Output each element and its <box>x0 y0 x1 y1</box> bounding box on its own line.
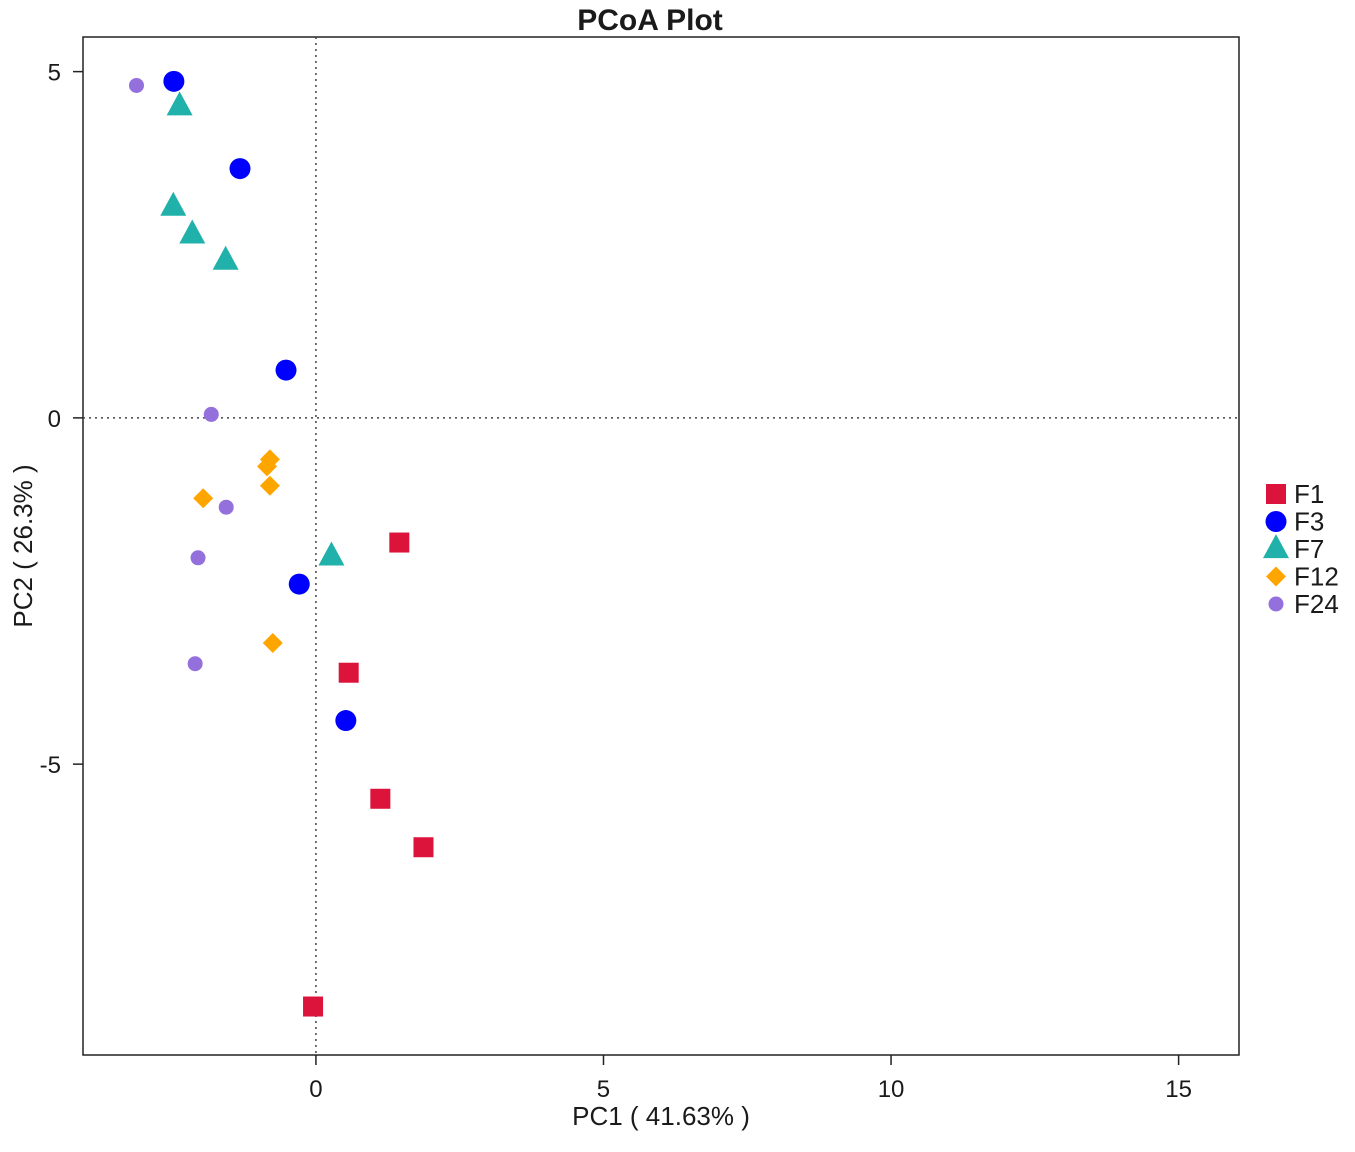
x-axis-title: PC1 ( 41.63% ) <box>572 1101 750 1131</box>
reference-lines <box>83 37 1239 1055</box>
point-f7 <box>179 219 206 244</box>
point-f1 <box>303 996 324 1017</box>
point-f1 <box>389 532 410 553</box>
legend-label: F3 <box>1294 507 1324 537</box>
legend-label: F7 <box>1294 534 1324 564</box>
series-f12 <box>193 449 283 653</box>
legend-label: F12 <box>1294 562 1339 592</box>
legend-item-f7: F7 <box>1263 534 1324 564</box>
point-f3 <box>163 70 185 92</box>
legend-marker-f12 <box>1266 566 1286 587</box>
legend-marker-f7 <box>1263 534 1289 559</box>
point-f7 <box>318 541 345 566</box>
point-f3 <box>275 359 297 381</box>
legend-marker-f3 <box>1265 511 1287 532</box>
chart-title: PCoA Plot <box>577 4 723 37</box>
point-f12 <box>257 456 278 477</box>
point-f1 <box>338 662 359 683</box>
point-f3 <box>335 710 357 732</box>
point-f7 <box>166 91 193 116</box>
point-f7 <box>212 245 239 270</box>
legend-item-f12: F12 <box>1266 562 1339 592</box>
data-points <box>128 70 434 1017</box>
series-f1 <box>303 532 434 1017</box>
x-tick-label: 5 <box>597 1076 610 1103</box>
legend-marker-f1 <box>1266 484 1286 504</box>
legend-marker-f24 <box>1268 596 1284 612</box>
point-f12 <box>193 488 214 509</box>
point-f1 <box>370 788 391 809</box>
point-f24 <box>187 656 203 672</box>
series-f24 <box>128 77 234 672</box>
legend-item-f1: F1 <box>1266 479 1324 509</box>
point-f24 <box>203 406 219 422</box>
x-axis: 0 5 10 15 <box>309 1055 1192 1103</box>
point-f3 <box>229 158 251 180</box>
point-f24 <box>218 499 234 515</box>
point-f24 <box>190 550 206 566</box>
y-tick-label: 5 <box>48 60 61 87</box>
y-axis: 5 0 -5 <box>40 60 83 779</box>
point-f24 <box>128 77 144 93</box>
legend-item-f24: F24 <box>1268 589 1339 619</box>
x-tick-label: 10 <box>878 1076 905 1103</box>
legend-item-f3: F3 <box>1265 507 1324 537</box>
point-f12 <box>262 632 283 653</box>
x-tick-label: 0 <box>309 1076 322 1103</box>
point-f7 <box>160 191 187 216</box>
y-tick-label: 0 <box>48 406 61 433</box>
plot-frame <box>82 36 1240 1056</box>
legend-label: F1 <box>1294 479 1324 509</box>
point-f1 <box>413 837 434 858</box>
point-f3 <box>288 573 310 595</box>
legend-label: F24 <box>1294 589 1339 619</box>
y-tick-label: -5 <box>40 752 61 779</box>
point-f12 <box>259 475 280 496</box>
x-tick-label: 15 <box>1165 1076 1192 1103</box>
series-f3 <box>163 70 357 732</box>
y-axis-title: PC2 ( 26.3% ) <box>8 464 38 627</box>
series-f7 <box>160 91 345 566</box>
